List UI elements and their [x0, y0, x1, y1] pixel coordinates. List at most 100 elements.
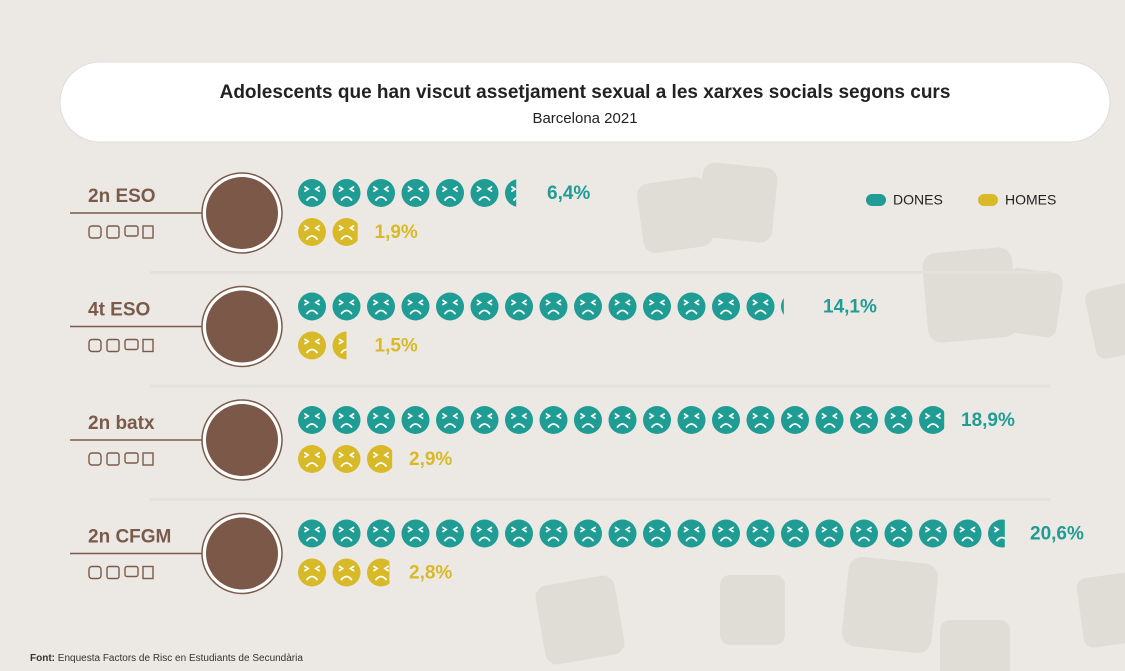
face-circle [401, 406, 430, 434]
face-eyes [580, 413, 596, 419]
pictogram-row [298, 406, 945, 434]
icon [124, 452, 139, 464]
face-circle [436, 406, 464, 434]
face-mouth [927, 536, 939, 542]
face-circle [332, 179, 361, 207]
chart-title: Adolescents que han viscut assetjament s… [220, 82, 951, 103]
avatar [206, 177, 278, 249]
face [298, 445, 326, 473]
face [677, 292, 706, 321]
face [712, 292, 740, 321]
icon [142, 338, 154, 353]
category-label: 4t ESO [88, 300, 150, 321]
face [850, 406, 878, 434]
face [298, 558, 326, 587]
face-circle [746, 292, 775, 321]
face-eyes [442, 299, 458, 306]
face [781, 406, 809, 434]
face-eyes [476, 526, 493, 533]
face-mouth [823, 536, 836, 542]
icon [124, 225, 139, 237]
face-eyes [442, 526, 458, 533]
face-circle [401, 519, 430, 548]
face-mouth [582, 536, 594, 542]
face-eyes [856, 526, 872, 533]
face-mouth [858, 536, 870, 542]
face-circle [712, 292, 740, 321]
face-mouth [927, 423, 939, 428]
pictogram-row [298, 445, 393, 473]
face-mouth [547, 536, 560, 542]
face [505, 519, 533, 548]
face-circle [505, 519, 533, 548]
face-circle [712, 519, 740, 548]
face-mouth [513, 196, 517, 201]
face [367, 406, 395, 434]
face-mouth [375, 536, 387, 542]
face-eyes [338, 565, 355, 572]
face-mouth [409, 423, 422, 428]
face-eyes [476, 413, 493, 419]
face-eyes [338, 186, 355, 192]
face-circle [677, 406, 706, 434]
face [608, 519, 637, 548]
face-eyes [442, 186, 458, 192]
category-label: 2n CFGM [88, 527, 171, 548]
face-eyes [511, 299, 527, 306]
face-eyes [442, 413, 458, 419]
face-eyes [787, 413, 803, 419]
face-mouth [306, 575, 318, 581]
face [608, 406, 637, 434]
face-circle [470, 406, 499, 434]
face-eyes [821, 413, 838, 419]
face-eyes [407, 526, 424, 533]
face-eyes [614, 413, 631, 419]
face-circle [643, 406, 671, 434]
face-eyes [407, 413, 424, 419]
face-circle [436, 292, 464, 321]
face-eyes [787, 526, 803, 533]
avatar [206, 290, 278, 363]
face-mouth [616, 536, 629, 542]
value-label: 6,4% [547, 183, 590, 204]
face-eyes [338, 526, 355, 533]
face [332, 292, 361, 321]
face-mouth [651, 536, 663, 542]
face [367, 179, 395, 207]
face-mouth [409, 536, 422, 542]
face [815, 406, 844, 434]
face-circle [608, 406, 637, 434]
face-eyes [856, 413, 872, 419]
face [332, 558, 361, 587]
face-eyes [718, 413, 734, 419]
face-eyes [925, 526, 941, 533]
face-eyes [373, 299, 389, 306]
face-circle [332, 519, 361, 548]
face-circle [367, 292, 395, 321]
face-circle [332, 445, 361, 473]
face-eyes [545, 299, 562, 306]
face [298, 292, 326, 321]
icon [142, 225, 154, 239]
face-mouth [340, 423, 353, 428]
face [919, 406, 945, 434]
face-mouth [720, 423, 732, 428]
face-circle [574, 519, 602, 548]
face-mouth [340, 462, 353, 467]
face [677, 519, 706, 548]
face [919, 519, 947, 548]
face-mouth [306, 423, 318, 428]
face [436, 406, 464, 434]
face-eyes [338, 413, 355, 419]
face-eyes [683, 413, 700, 419]
face-mouth [685, 536, 698, 542]
row-band [150, 271, 1050, 274]
face-eyes [338, 225, 355, 231]
face-eyes [373, 565, 389, 572]
face-eyes [614, 526, 631, 533]
face-eyes [925, 413, 941, 419]
face-circle [505, 406, 533, 434]
face-circle [539, 292, 568, 321]
face-mouth [513, 536, 525, 542]
face [436, 519, 464, 548]
